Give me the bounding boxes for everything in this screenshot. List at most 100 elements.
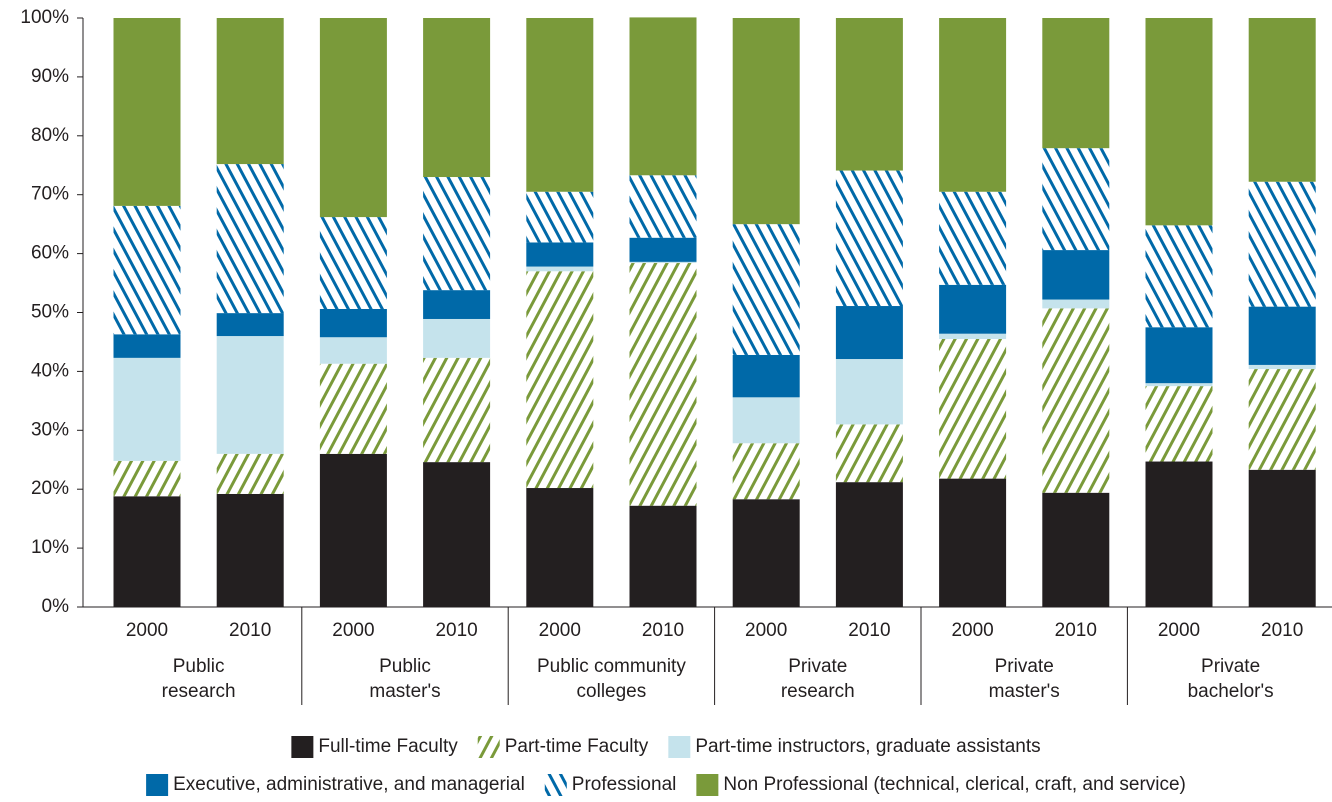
bar-segment — [732, 354, 800, 398]
group-label: research — [781, 681, 855, 702]
y-tick-label: 70% — [31, 184, 69, 205]
bar-segment — [939, 284, 1007, 334]
x-tick-label: 2000 — [539, 620, 581, 641]
bar-segment — [1145, 225, 1213, 328]
legend-row: Full-time Faculty Part-time Faculty Part-t… — [291, 736, 1041, 758]
legend-label: Executive, administrative, and manageria… — [173, 774, 525, 795]
bar-segment — [216, 18, 284, 165]
bar-segment — [1042, 250, 1110, 300]
bar-segment — [629, 237, 697, 262]
bar-segment — [526, 271, 594, 489]
bar-segment — [629, 261, 697, 264]
bar-segment — [423, 318, 491, 358]
bar-segment — [835, 482, 903, 607]
bar-segment — [939, 478, 1007, 607]
bar-segment — [732, 499, 800, 607]
legend-swatch — [146, 774, 169, 796]
bar-segment — [113, 205, 181, 335]
bar-segment — [319, 363, 387, 454]
bar-segment — [113, 357, 181, 461]
bar-segment — [1042, 492, 1110, 607]
x-tick-label: 2010 — [1261, 620, 1303, 641]
bar-segment — [1248, 181, 1316, 307]
y-tick-label: 100% — [20, 7, 69, 28]
bar-segment — [113, 334, 181, 358]
bar-segment — [216, 164, 284, 314]
x-tick-label: 2000 — [951, 620, 993, 641]
bar-segment — [1248, 306, 1316, 365]
y-tick-label: 20% — [31, 478, 69, 499]
group-label: Public community — [537, 656, 686, 677]
y-tick-label: 0% — [42, 596, 70, 617]
bar-segment — [1042, 18, 1110, 149]
bar-segment — [629, 175, 697, 238]
bar-segment — [113, 18, 181, 206]
bar-segment — [1145, 386, 1213, 462]
bar-segment — [835, 359, 903, 425]
bar-segment — [423, 18, 491, 178]
group-label: Private — [995, 656, 1054, 677]
y-tick-label: 50% — [31, 302, 69, 323]
bar-segment — [319, 217, 387, 309]
y-tick-label: 80% — [31, 125, 69, 146]
bar-segment — [1145, 18, 1213, 226]
bar-segment — [1042, 299, 1110, 309]
bar-segment — [526, 266, 594, 272]
group-label: master's — [369, 681, 440, 702]
x-tick-label: 2010 — [848, 620, 890, 641]
bar-segment — [526, 18, 594, 192]
bar-segment — [1042, 308, 1110, 493]
bar-segment — [939, 339, 1007, 479]
x-tick-label: 2000 — [745, 620, 787, 641]
bar-segment — [113, 460, 181, 497]
bar-segment — [1145, 383, 1213, 387]
y-tick-label: 40% — [31, 360, 69, 381]
group-label: master's — [989, 681, 1060, 702]
y-tick-label: 90% — [31, 66, 69, 87]
x-tick-label: 2010 — [435, 620, 477, 641]
y-tick-label: 30% — [31, 419, 69, 440]
bar-segment — [939, 191, 1007, 285]
bar-segment — [319, 308, 387, 338]
bar-segment — [319, 453, 387, 607]
x-tick-label: 2010 — [1055, 620, 1097, 641]
bar-segment — [1248, 18, 1316, 182]
bar-segment — [216, 493, 284, 607]
bar-segment — [835, 170, 903, 307]
group-label: Public — [379, 656, 431, 677]
bar-segment — [526, 488, 594, 607]
bar-segment — [835, 306, 903, 360]
bar-segment — [113, 496, 181, 607]
legend-label: Full-time Faculty — [318, 736, 458, 757]
bar-segment — [1248, 469, 1316, 607]
bar-segment — [732, 397, 800, 444]
x-tick-label: 2000 — [332, 620, 374, 641]
bar-segment — [732, 224, 800, 355]
bar-segment — [423, 177, 491, 291]
bar-segment — [1145, 327, 1213, 384]
y-tick-label: 60% — [31, 243, 69, 264]
group-label: bachelor's — [1188, 681, 1274, 702]
legend-swatch — [477, 736, 500, 758]
bar-segment — [1145, 461, 1213, 607]
group-label: research — [162, 681, 236, 702]
legend-swatch — [544, 774, 567, 796]
bar-segment — [732, 443, 800, 500]
x-tick-label: 2000 — [1158, 620, 1200, 641]
group-label: Private — [1201, 656, 1260, 677]
bar-segment — [423, 357, 491, 463]
bar-segment — [939, 18, 1007, 192]
bar-segment — [423, 290, 491, 319]
legend-swatch — [291, 736, 314, 758]
bar-segment — [629, 17, 697, 176]
bar-segment — [1248, 364, 1316, 370]
legend-row: Executive, administrative, and manageria… — [146, 774, 1186, 796]
legend-label: Part-time instructors, graduate assistan… — [695, 736, 1040, 757]
legend-swatch — [696, 774, 719, 796]
bar-segment — [526, 242, 594, 267]
bar-segment — [423, 462, 491, 607]
legend-swatch — [668, 736, 691, 758]
group-label: Public — [173, 656, 225, 677]
